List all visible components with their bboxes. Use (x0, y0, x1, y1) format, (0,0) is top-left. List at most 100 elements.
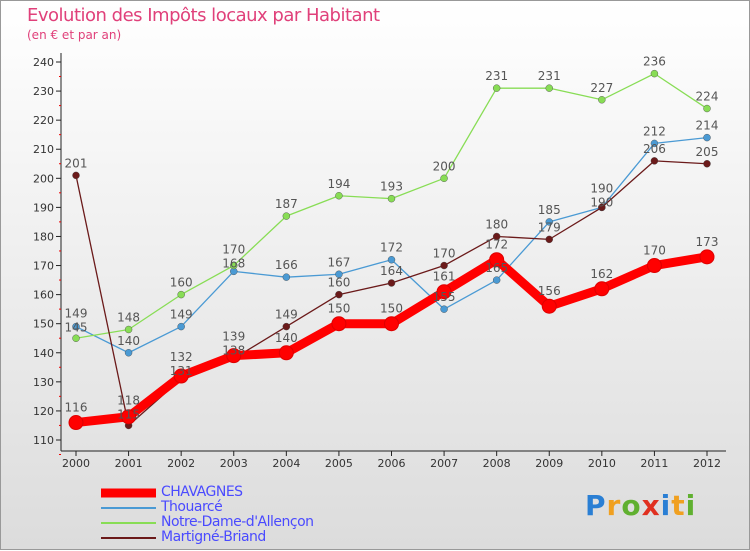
data-point (335, 290, 343, 299)
data-point (489, 252, 505, 268)
data-label: 161 (433, 270, 456, 284)
data-label: 168 (222, 256, 245, 270)
data-label: 179 (538, 220, 561, 234)
chart-title: Evolution des Impôts locaux par Habitant (27, 5, 380, 26)
data-point (72, 334, 80, 342)
data-label: 194 (327, 177, 350, 191)
x-tick-label: 2007 (430, 457, 458, 470)
data-point (699, 249, 715, 265)
data-label: 205 (696, 145, 719, 159)
y-tick-label: 180 (33, 230, 54, 243)
data-label: 138 (222, 344, 245, 358)
x-tick-label: 2003 (220, 457, 248, 470)
data-label: 150 (327, 302, 350, 316)
data-label: 190 (590, 195, 613, 209)
data-label: 190 (590, 181, 613, 195)
x-tick-label: 2008 (483, 457, 511, 470)
data-label: 170 (433, 247, 456, 261)
data-label: 170 (643, 244, 666, 258)
x-tick-label: 2004 (272, 457, 300, 470)
data-point (121, 409, 137, 425)
data-point (282, 322, 291, 331)
data-point (492, 232, 501, 241)
legend-item: Notre-Dame-d'Allençon (161, 514, 314, 530)
x-tick-label: 2001 (115, 457, 143, 470)
data-label: 206 (643, 142, 666, 156)
data-point (440, 261, 448, 270)
y-tick-label: 220 (33, 114, 54, 127)
y-tick-label: 160 (33, 289, 54, 302)
data-label: 115 (117, 408, 140, 422)
data-point (282, 212, 291, 220)
x-tick-label: 2006 (378, 457, 406, 470)
data-point (68, 415, 84, 431)
legend-item: Martigné-Briand (161, 529, 266, 545)
data-point (545, 235, 553, 244)
y-tick-label: 130 (33, 376, 54, 389)
data-point (335, 270, 343, 278)
data-label: 201 (65, 156, 88, 170)
y-tick-label: 150 (33, 318, 54, 331)
data-point (124, 349, 133, 357)
data-point (230, 261, 238, 270)
y-tick-label: 230 (33, 85, 54, 98)
x-tick-label: 2000 (62, 457, 90, 470)
data-label: 173 (696, 235, 719, 249)
x-tick-label: 2005 (325, 457, 353, 470)
y-tick-label: 240 (33, 56, 54, 69)
data-point (436, 284, 452, 300)
data-label: 156 (538, 284, 561, 298)
data-label: 180 (485, 217, 508, 231)
data-point (335, 192, 343, 200)
data-point (282, 273, 291, 281)
data-label: 165 (485, 261, 508, 275)
data-label: 236 (643, 55, 666, 69)
legend-item: CHAVAGNES (161, 484, 243, 500)
data-label: 118 (117, 394, 140, 408)
data-point (703, 160, 711, 168)
y-tick-label: 120 (33, 405, 54, 418)
data-label: 172 (485, 238, 508, 252)
data-label: 162 (590, 267, 613, 281)
data-label: 172 (380, 241, 403, 255)
legend-item: Thouarcé (161, 499, 223, 515)
data-point (598, 203, 606, 212)
data-point (703, 133, 711, 142)
data-label: 170 (222, 242, 245, 256)
data-label: 148 (117, 311, 140, 325)
data-point (541, 298, 557, 314)
data-label: 166 (275, 258, 298, 272)
x-tick-label: 2010 (588, 457, 616, 470)
data-label: 187 (275, 197, 298, 211)
data-label: 155 (433, 290, 456, 304)
y-tick-label: 170 (33, 260, 54, 273)
data-point (177, 290, 185, 299)
data-label: 149 (65, 306, 88, 320)
data-label: 132 (170, 350, 193, 364)
data-point (440, 305, 448, 313)
data-label: 149 (275, 308, 298, 322)
data-label: 139 (222, 330, 245, 344)
data-point (387, 256, 396, 264)
data-point (72, 322, 80, 331)
data-point (440, 174, 448, 183)
proxiti-logo: Proxiti (585, 489, 697, 522)
data-label: 212 (643, 124, 666, 138)
y-tick-label: 210 (33, 143, 54, 156)
data-point (72, 171, 80, 180)
data-label: 160 (170, 276, 193, 290)
data-label: 131 (170, 364, 193, 378)
data-point (598, 96, 606, 104)
data-label: 185 (538, 203, 561, 217)
data-label: 145 (65, 320, 88, 334)
data-point (545, 218, 553, 226)
data-point (177, 322, 185, 331)
data-point (545, 84, 553, 92)
data-label: 231 (538, 69, 561, 83)
data-label: 231 (485, 69, 508, 83)
data-label: 214 (696, 119, 719, 133)
x-tick-label: 2012 (693, 457, 721, 470)
data-point (594, 281, 610, 297)
